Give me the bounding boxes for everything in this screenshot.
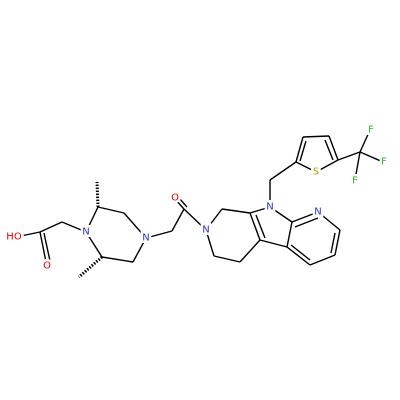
atom-labels: HO O N N O N N N S F F F <box>4 122 390 274</box>
atom-label: HO <box>6 232 22 243</box>
atom-label: O <box>171 193 179 204</box>
bonds <box>15 129 384 279</box>
atom-label: N <box>82 227 89 238</box>
atom-label: S <box>313 167 319 178</box>
atom-label: F <box>368 125 374 136</box>
atom-label: N <box>202 225 209 236</box>
atom-label: F <box>381 157 387 168</box>
atom-label: O <box>43 261 51 272</box>
atom-label: N <box>266 202 273 213</box>
atom-label: F <box>352 176 358 187</box>
atom-label: N <box>314 207 321 218</box>
atom-label: N <box>142 233 149 244</box>
